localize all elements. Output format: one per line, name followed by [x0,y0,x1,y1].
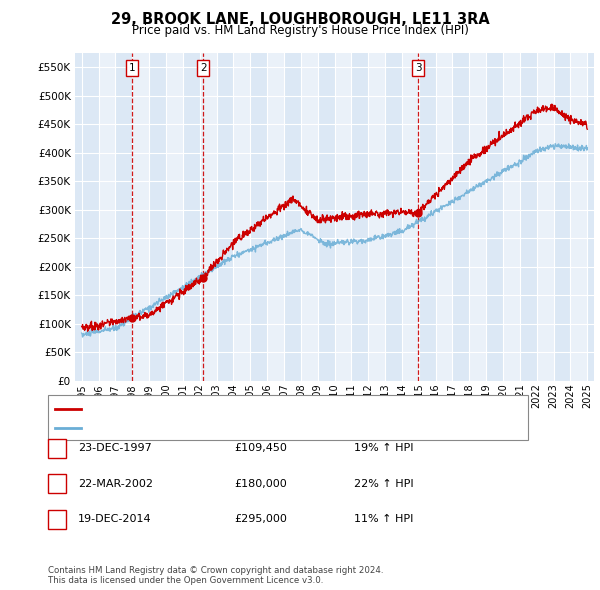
Bar [436,53,452,381]
Bar [335,53,352,381]
Text: 29, BROOK LANE, LOUGHBOROUGH, LE11 3RA: 29, BROOK LANE, LOUGHBOROUGH, LE11 3RA [110,12,490,27]
Text: 19% ↑ HPI: 19% ↑ HPI [354,444,413,453]
Text: 3: 3 [415,63,422,73]
Bar [503,53,520,381]
Text: 2: 2 [200,63,207,73]
Text: 19-DEC-2014: 19-DEC-2014 [78,514,152,524]
Text: 23-DEC-1997: 23-DEC-1997 [78,444,152,453]
Text: 22-MAR-2002: 22-MAR-2002 [78,479,153,489]
Text: 1: 1 [53,444,61,453]
Text: HPI: Average price, detached house, Charnwood: HPI: Average price, detached house, Char… [87,424,339,434]
Text: Price paid vs. HM Land Registry's House Price Index (HPI): Price paid vs. HM Land Registry's House … [131,24,469,37]
Bar [98,53,115,381]
Bar [402,53,419,381]
Text: £295,000: £295,000 [234,514,287,524]
Bar [233,53,250,381]
Text: £109,450: £109,450 [234,444,287,453]
Bar [267,53,284,381]
Text: £180,000: £180,000 [234,479,287,489]
Text: 1: 1 [128,63,135,73]
Text: 11% ↑ HPI: 11% ↑ HPI [354,514,413,524]
Bar [571,53,587,381]
Text: 2: 2 [53,479,61,489]
Bar [200,53,217,381]
Bar [301,53,317,381]
Bar [469,53,486,381]
Bar [166,53,183,381]
Bar [537,53,554,381]
Text: 29, BROOK LANE, LOUGHBOROUGH, LE11 3RA (detached house): 29, BROOK LANE, LOUGHBOROUGH, LE11 3RA (… [87,404,424,414]
Text: Contains HM Land Registry data © Crown copyright and database right 2024.
This d: Contains HM Land Registry data © Crown c… [48,566,383,585]
Text: 3: 3 [53,514,61,524]
Bar [368,53,385,381]
Bar [132,53,149,381]
Text: 22% ↑ HPI: 22% ↑ HPI [354,479,413,489]
